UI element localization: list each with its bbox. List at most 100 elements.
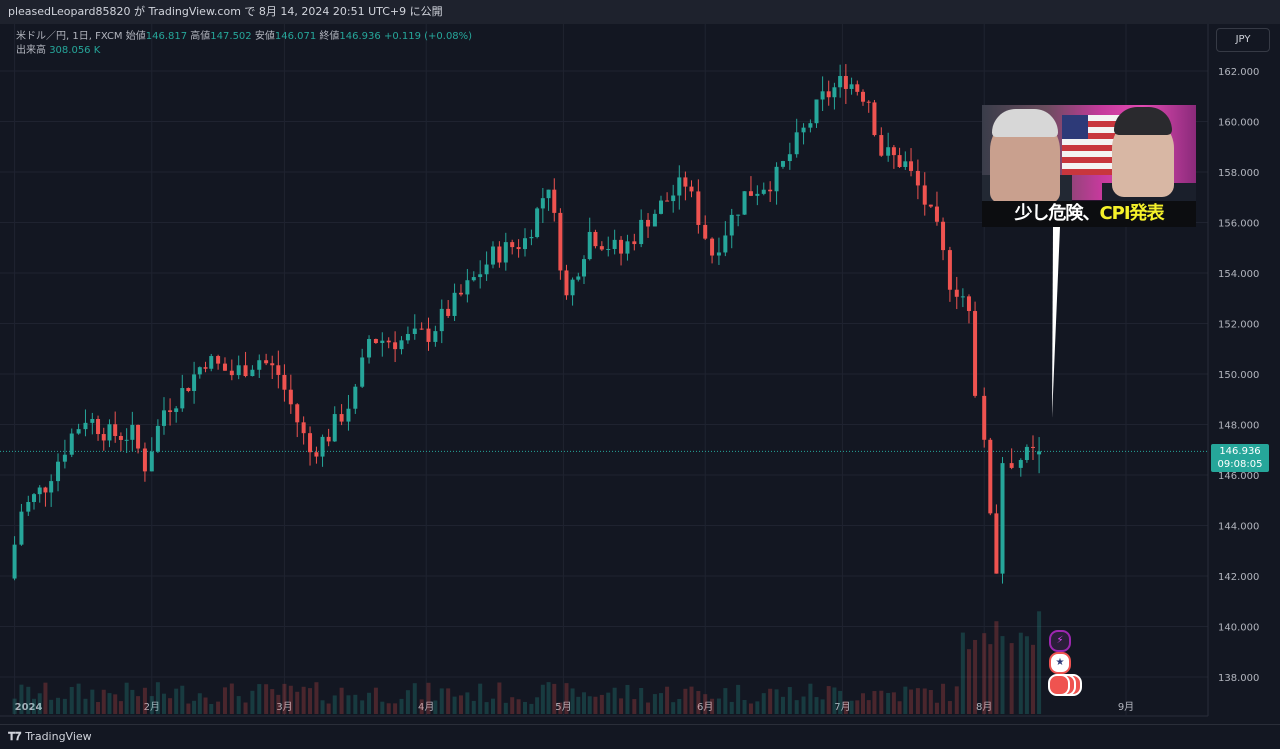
volume-bar — [282, 683, 287, 714]
lightning-event-icon[interactable]: ⚡ — [1049, 630, 1071, 652]
bottom-bar: 𝐓𝟕 TradingView — [0, 724, 1280, 749]
event-marker-icon[interactable] — [1048, 674, 1070, 696]
candle-body — [353, 386, 358, 409]
candle-body — [168, 410, 173, 412]
candle-body — [360, 357, 365, 387]
candle-body — [1037, 451, 1042, 455]
candle-body — [922, 185, 927, 205]
x-tick-label: 7月 — [834, 701, 850, 713]
volume-bar — [922, 688, 927, 714]
volume-bar — [12, 698, 17, 714]
volume-bar — [136, 696, 141, 714]
volume-bar — [174, 688, 179, 714]
volume-bar — [716, 698, 721, 714]
volume-bar — [619, 698, 624, 714]
candle-body — [909, 161, 914, 171]
symbol-label[interactable]: 米ドル／円, 1日, FXCM — [16, 31, 123, 42]
candle-body — [966, 296, 971, 312]
volume-label: 出来高 — [16, 45, 46, 56]
candle-body — [446, 308, 451, 316]
candle-body — [954, 289, 959, 297]
candle-body — [994, 513, 999, 574]
candle-body — [838, 76, 843, 88]
candle-body — [497, 246, 502, 263]
volume-bar — [149, 696, 154, 714]
currency-button[interactable]: JPY — [1216, 28, 1270, 52]
candle-body — [748, 191, 753, 196]
candle-body — [849, 84, 854, 89]
volume-bar — [32, 698, 37, 714]
candle-body — [665, 200, 670, 202]
volume-bar — [801, 696, 806, 714]
candle-body — [982, 395, 987, 440]
volume-bar — [808, 683, 813, 714]
volume-bar — [540, 684, 545, 714]
candle-body — [118, 435, 123, 440]
volume-bar — [458, 695, 463, 714]
volume-bar — [988, 644, 993, 714]
candle-body — [768, 189, 773, 192]
candle-body — [934, 206, 939, 222]
candle-body — [471, 277, 476, 281]
volume-bar — [439, 688, 444, 714]
volume-bar — [855, 700, 860, 714]
volume-bar — [994, 621, 999, 714]
candle-body — [465, 280, 470, 295]
candle-body — [832, 87, 837, 98]
volume-row: 出来高 308.056 K — [16, 44, 472, 58]
candle-body — [270, 363, 275, 366]
candle-body — [570, 279, 575, 296]
candle-body — [96, 419, 101, 435]
candle-body — [236, 365, 241, 376]
volume-bar — [320, 700, 325, 714]
volume-bar — [186, 703, 191, 714]
candle-body — [419, 328, 424, 330]
candle-body — [339, 414, 344, 422]
candle-body — [314, 452, 319, 457]
x-tick-label: 8月 — [976, 701, 992, 713]
volume-bar — [593, 696, 598, 714]
volume-bar — [399, 698, 404, 714]
volume-bar — [564, 683, 569, 714]
us-flag-event-icon[interactable]: ★ — [1049, 652, 1071, 674]
candle-body — [826, 91, 831, 98]
volume-bar — [43, 682, 48, 714]
volume-bar — [879, 690, 884, 714]
volume-bar — [897, 701, 902, 714]
volume-bar — [373, 687, 378, 714]
volume-bar — [314, 682, 319, 714]
candle-body — [197, 367, 202, 375]
tradingview-logo-icon[interactable]: 𝐓𝟕 — [8, 730, 22, 743]
volume-bar — [229, 683, 234, 714]
candle-body — [619, 239, 624, 254]
candle-body — [529, 237, 534, 239]
volume-bar — [826, 686, 831, 714]
volume-bar — [866, 700, 871, 714]
candle-body — [136, 424, 141, 449]
volume-bar — [412, 683, 417, 714]
candle-body — [843, 76, 848, 89]
candle-body — [405, 333, 410, 341]
volume-bar — [503, 702, 508, 714]
volume-bar — [270, 689, 275, 714]
candle-body — [19, 511, 24, 545]
candle-body — [332, 414, 337, 442]
candle-body — [947, 250, 952, 290]
candle-body — [62, 454, 67, 462]
volume-bar — [96, 702, 101, 714]
volume-bar — [49, 699, 54, 714]
candle-body — [696, 191, 701, 225]
volume-bar — [928, 689, 933, 714]
candle-body — [412, 328, 417, 334]
change-value: +0.119 (+0.08%) — [383, 31, 473, 42]
volume-bar — [606, 692, 611, 714]
y-tick-label: 148.000 — [1218, 421, 1259, 432]
candle-body — [723, 235, 728, 253]
candle-body — [625, 241, 630, 254]
candle-body — [879, 135, 884, 156]
brand-name[interactable]: TradingView — [25, 730, 92, 743]
candle-body — [710, 238, 715, 256]
volume-bar — [19, 684, 24, 714]
x-tick-label: 4月 — [418, 701, 434, 713]
volume-bar — [180, 685, 185, 714]
